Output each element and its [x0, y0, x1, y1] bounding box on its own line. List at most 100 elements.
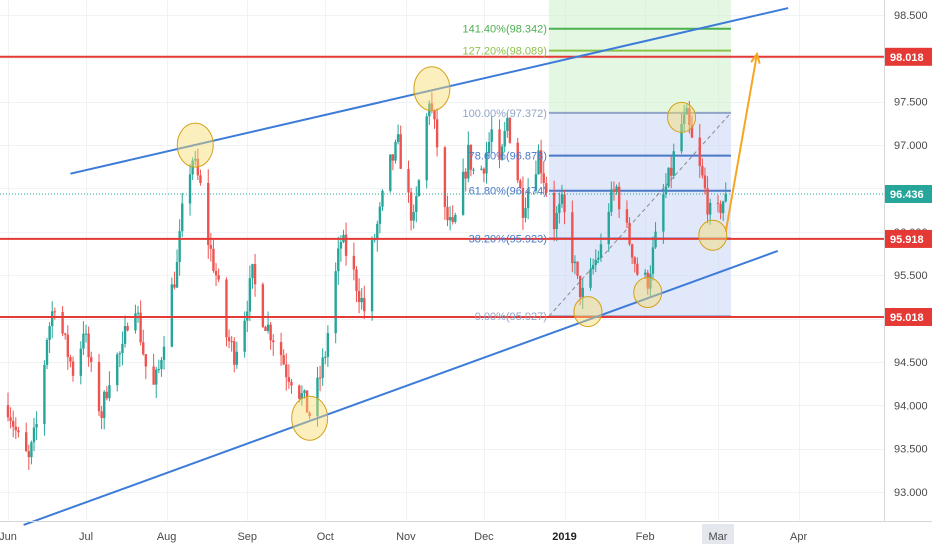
candle-body — [394, 141, 397, 161]
projection-arrow-head[interactable] — [750, 51, 761, 64]
highlight-ellipses[interactable] — [176, 66, 728, 441]
candle-body — [14, 426, 18, 431]
candle-body — [357, 290, 361, 303]
candle-body — [90, 357, 93, 363]
candle-body — [279, 342, 283, 356]
candle-body — [708, 202, 712, 215]
candle-body — [563, 194, 566, 213]
candle-body — [537, 150, 540, 175]
highlight-ellipse[interactable] — [698, 219, 728, 251]
candle-body — [409, 192, 413, 221]
candle-body — [290, 381, 293, 386]
candle-body — [451, 217, 454, 222]
candle-body — [144, 354, 148, 367]
candle-body — [103, 391, 106, 419]
candle-body — [209, 245, 213, 249]
x-tick-label: Jun — [0, 531, 17, 543]
candle-body — [300, 393, 304, 399]
channel-lower-line[interactable] — [23, 249, 779, 526]
candle-body — [32, 427, 36, 443]
candle-body — [615, 186, 618, 192]
candle-body — [716, 202, 720, 204]
candle-body — [212, 248, 215, 271]
horizontal-levels[interactable] — [0, 55, 884, 318]
candle-body — [396, 134, 400, 142]
candle-body — [521, 187, 525, 218]
candle-body — [576, 261, 579, 276]
fib-level-label: 38.20%(95.923) — [469, 233, 547, 245]
x-tick-label: Jul — [79, 531, 93, 543]
candle-body — [170, 284, 174, 347]
candle-body — [251, 264, 254, 279]
candle-body — [84, 333, 88, 335]
price-badge — [885, 307, 932, 326]
candle-body — [9, 417, 12, 421]
candle-body — [376, 223, 379, 240]
highlight-ellipse[interactable] — [291, 395, 329, 441]
candle-body — [87, 333, 90, 358]
candle-body — [430, 103, 434, 111]
candle-body — [352, 255, 356, 270]
candle-body — [526, 190, 530, 209]
candle-body — [589, 269, 592, 288]
candle-body — [121, 343, 124, 354]
candle-body — [612, 189, 616, 192]
candle-body — [539, 150, 543, 174]
candle-body — [506, 117, 509, 131]
candle-body — [435, 119, 439, 148]
candle-body — [282, 355, 285, 365]
y-tick-label: 97.000 — [894, 140, 928, 152]
candle-body — [448, 217, 452, 221]
x-tick-highlight — [701, 524, 734, 544]
candle-body — [160, 359, 163, 369]
y-tick-label: 95.500 — [894, 270, 928, 282]
candle-body — [51, 311, 54, 327]
candle-body — [425, 116, 428, 181]
candle-body — [266, 324, 270, 331]
candle-body — [664, 186, 668, 195]
candle-body — [285, 364, 288, 378]
candle-body — [173, 284, 176, 288]
y-tick-label: 94.000 — [894, 400, 928, 412]
candle-body — [625, 209, 629, 223]
price-badge — [885, 185, 932, 204]
candle-body — [516, 142, 519, 181]
highlight-ellipse[interactable] — [176, 122, 214, 168]
candle-body — [48, 326, 51, 340]
candle-body — [100, 411, 103, 419]
candle-body — [433, 110, 436, 120]
candle-body — [680, 124, 683, 152]
candle-body — [524, 208, 527, 218]
candle-body — [581, 287, 584, 298]
candle-body — [97, 362, 101, 412]
candle-body — [35, 423, 38, 428]
trend-channel[interactable] — [23, 7, 789, 526]
candle-body — [706, 188, 709, 215]
candle-body — [324, 356, 327, 358]
highlight-ellipse[interactable] — [573, 296, 603, 328]
x-tick-label: 2019 — [552, 531, 576, 543]
price-badge-label: 96.436 — [890, 189, 924, 201]
candle-body — [217, 275, 220, 280]
candle-body — [318, 377, 322, 379]
highlight-ellipse[interactable] — [633, 277, 663, 309]
projection-arrow[interactable] — [724, 51, 761, 232]
x-tick-label: Aug — [157, 531, 177, 543]
candle-body — [118, 353, 122, 355]
candle-body — [27, 451, 31, 458]
channel-upper-line[interactable] — [70, 7, 789, 175]
highlight-ellipse[interactable] — [667, 101, 697, 133]
fib-level-label: 141.40%(98.342) — [463, 24, 547, 36]
candle-body — [446, 207, 449, 221]
fibonacci-zone[interactable] — [548, 0, 732, 318]
highlight-ellipse[interactable] — [413, 66, 451, 112]
candle-body — [607, 211, 610, 245]
candle-body — [690, 124, 694, 138]
candle-body — [599, 244, 603, 258]
candle-body — [66, 334, 70, 358]
price-badge-label: 95.918 — [890, 234, 924, 246]
candle-body — [264, 326, 267, 331]
projection-arrow-shaft[interactable] — [724, 53, 758, 232]
x-tick-label: Mar — [708, 531, 727, 543]
